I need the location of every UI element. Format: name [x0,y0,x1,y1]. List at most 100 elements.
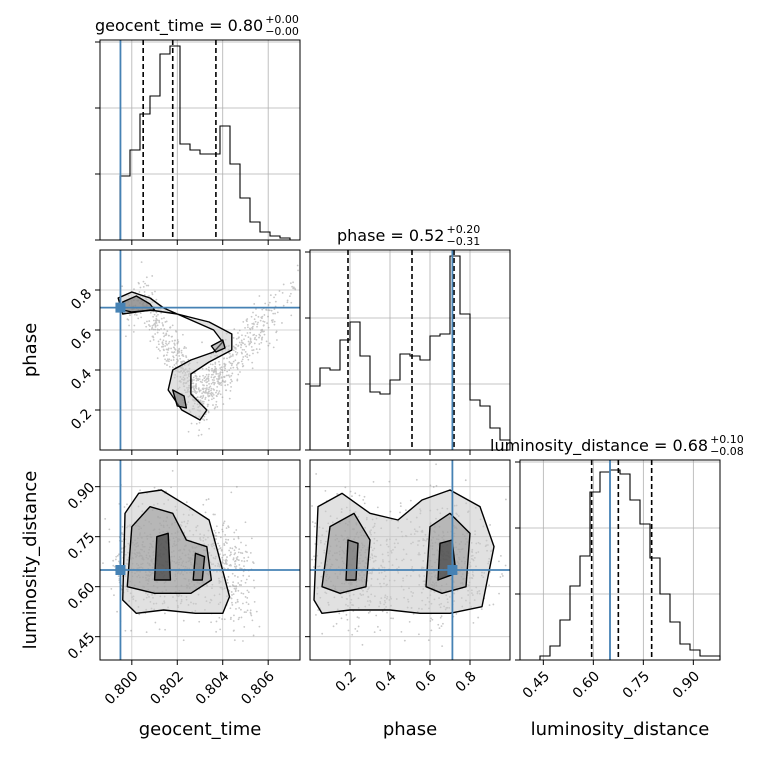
sample-point [230,597,233,600]
sample-point [267,315,269,318]
sample-point [196,391,198,393]
sample-point [211,363,214,366]
sample-point [244,334,247,337]
sample-point [501,573,503,575]
sample-point [235,529,238,531]
sample-point [435,484,438,487]
sample-point [260,330,263,333]
y-tick-label: 0.90 [65,480,98,513]
sample-point [313,525,316,528]
sample-point [207,379,210,382]
sample-point [409,499,412,502]
sample-point [235,565,238,568]
sample-point [185,501,188,504]
sample-point [246,589,249,592]
sample-point [234,585,236,588]
sample-point [225,374,228,377]
sample-point [253,323,255,326]
sample-point [252,561,254,563]
sample-point [231,604,234,606]
sample-point [142,286,145,288]
sample-point [172,356,175,359]
sample-point [108,528,111,531]
sample-point [174,339,176,342]
truth-marker [447,565,458,575]
sample-point [258,336,260,339]
sample-point [224,553,226,556]
contour-line [321,512,371,595]
sample-point [262,324,265,327]
sample-point [138,291,141,293]
sample-point [241,365,244,368]
sample-point [160,312,163,314]
sample-point [232,349,235,352]
sample-point [233,639,236,642]
sample-point [231,362,233,365]
sample-point [207,498,210,500]
sample-point [240,339,243,342]
sample-point [286,299,289,302]
sample-point [166,351,169,354]
sample-point [250,537,253,540]
sample-point [210,373,213,376]
sample-point [192,385,195,388]
y-tick-label: 0.75 [65,530,98,563]
sample-point [252,634,255,637]
sample-point [216,385,219,388]
sample-point [155,320,157,323]
sample-point [215,535,218,537]
sample-point [165,332,168,335]
sample-point [206,384,208,387]
sample-point [145,284,148,287]
sample-point [148,320,151,322]
sample-point [129,314,131,317]
sample-point [224,365,227,367]
sample-point [149,325,151,327]
sample-point [151,324,154,327]
sample-point [142,280,145,283]
sample-point [239,608,242,611]
sample-point [148,295,150,297]
sample-point [216,377,218,380]
sample-point [210,387,213,390]
sample-point [340,617,343,620]
sample-point [354,492,357,495]
sample-point [226,579,229,581]
sample-point [178,350,181,353]
sample-point [220,384,223,386]
y-axis-label-phase: phase [20,323,41,377]
sample-point [218,531,220,534]
sample-point [233,531,236,534]
sample-point [137,281,140,284]
sample-point [162,345,164,348]
sample-point [199,396,202,399]
sample-point [233,614,235,617]
sample-point [165,359,168,362]
sample-point [205,368,208,370]
sample-point [417,633,420,636]
sample-point [204,413,207,416]
sample-point [228,375,231,378]
sample-point [166,330,169,333]
sample-point [275,330,278,333]
sample-point [223,542,226,545]
sample-point [250,614,253,617]
sample-point [170,486,172,489]
sample-point [194,386,197,389]
sample-point [205,418,208,421]
title-minus: −0.08 [710,445,744,458]
sample-point [267,309,270,312]
sample-point [390,617,392,620]
sample-point [212,513,215,516]
sample-point [289,282,292,285]
sample-point [177,350,179,353]
sample-point [243,560,246,563]
sample-point [282,283,285,286]
sample-point [211,395,214,398]
sample-point [214,406,217,409]
sample-point [140,261,143,263]
sample-point [213,389,215,391]
sample-point [221,618,223,620]
sample-point [229,607,232,610]
